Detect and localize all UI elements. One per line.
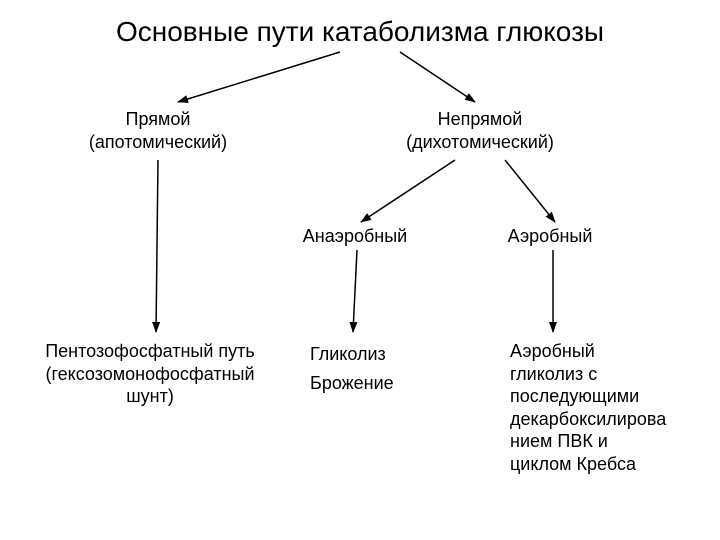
node-indirect: Непрямой (дихотомический) [380, 108, 580, 153]
node-anaerobic: Анаэробный [285, 225, 425, 248]
node-pentose-line2: (гексозомонофосфатный [45, 364, 254, 384]
node-glycolysis-line2: Брожение [310, 373, 394, 393]
node-glycolysis-line1: Гликолиз [310, 344, 386, 364]
diagram-title: Основные пути катаболизма глюкозы [0, 14, 720, 49]
node-indirect-line1: Непрямой [438, 109, 523, 129]
node-direct-line2: (апотомический) [89, 132, 227, 152]
node-aergly-line4: декарбоксилирова [510, 409, 666, 429]
node-aerobic: Аэробный [490, 225, 610, 248]
node-direct: Прямой (апотомический) [58, 108, 258, 153]
diagram-canvas: Основные пути катаболизма глюкозы Прямой… [0, 0, 720, 540]
node-indirect-line2: (дихотомический) [406, 132, 554, 152]
node-pentose-line1: Пентозофосфатный путь [45, 341, 255, 361]
node-aergly-line3: последующими [510, 386, 639, 406]
node-aergly-line5: нием ПВК и [510, 431, 608, 451]
node-aerobic-glycolysis: Аэробный гликолиз с последующими декарбо… [510, 340, 700, 475]
node-aergly-line6: циклом Кребса [510, 454, 636, 474]
node-direct-line1: Прямой [126, 109, 191, 129]
node-pentose-line3: шунт) [126, 386, 174, 406]
node-aergly-line2: гликолиз с [510, 364, 597, 384]
node-pentose: Пентозофосфатный путь (гексозомонофосфат… [30, 340, 270, 408]
node-aergly-line1: Аэробный [510, 341, 595, 361]
node-glycolysis: Гликолиз Брожение [310, 340, 450, 398]
